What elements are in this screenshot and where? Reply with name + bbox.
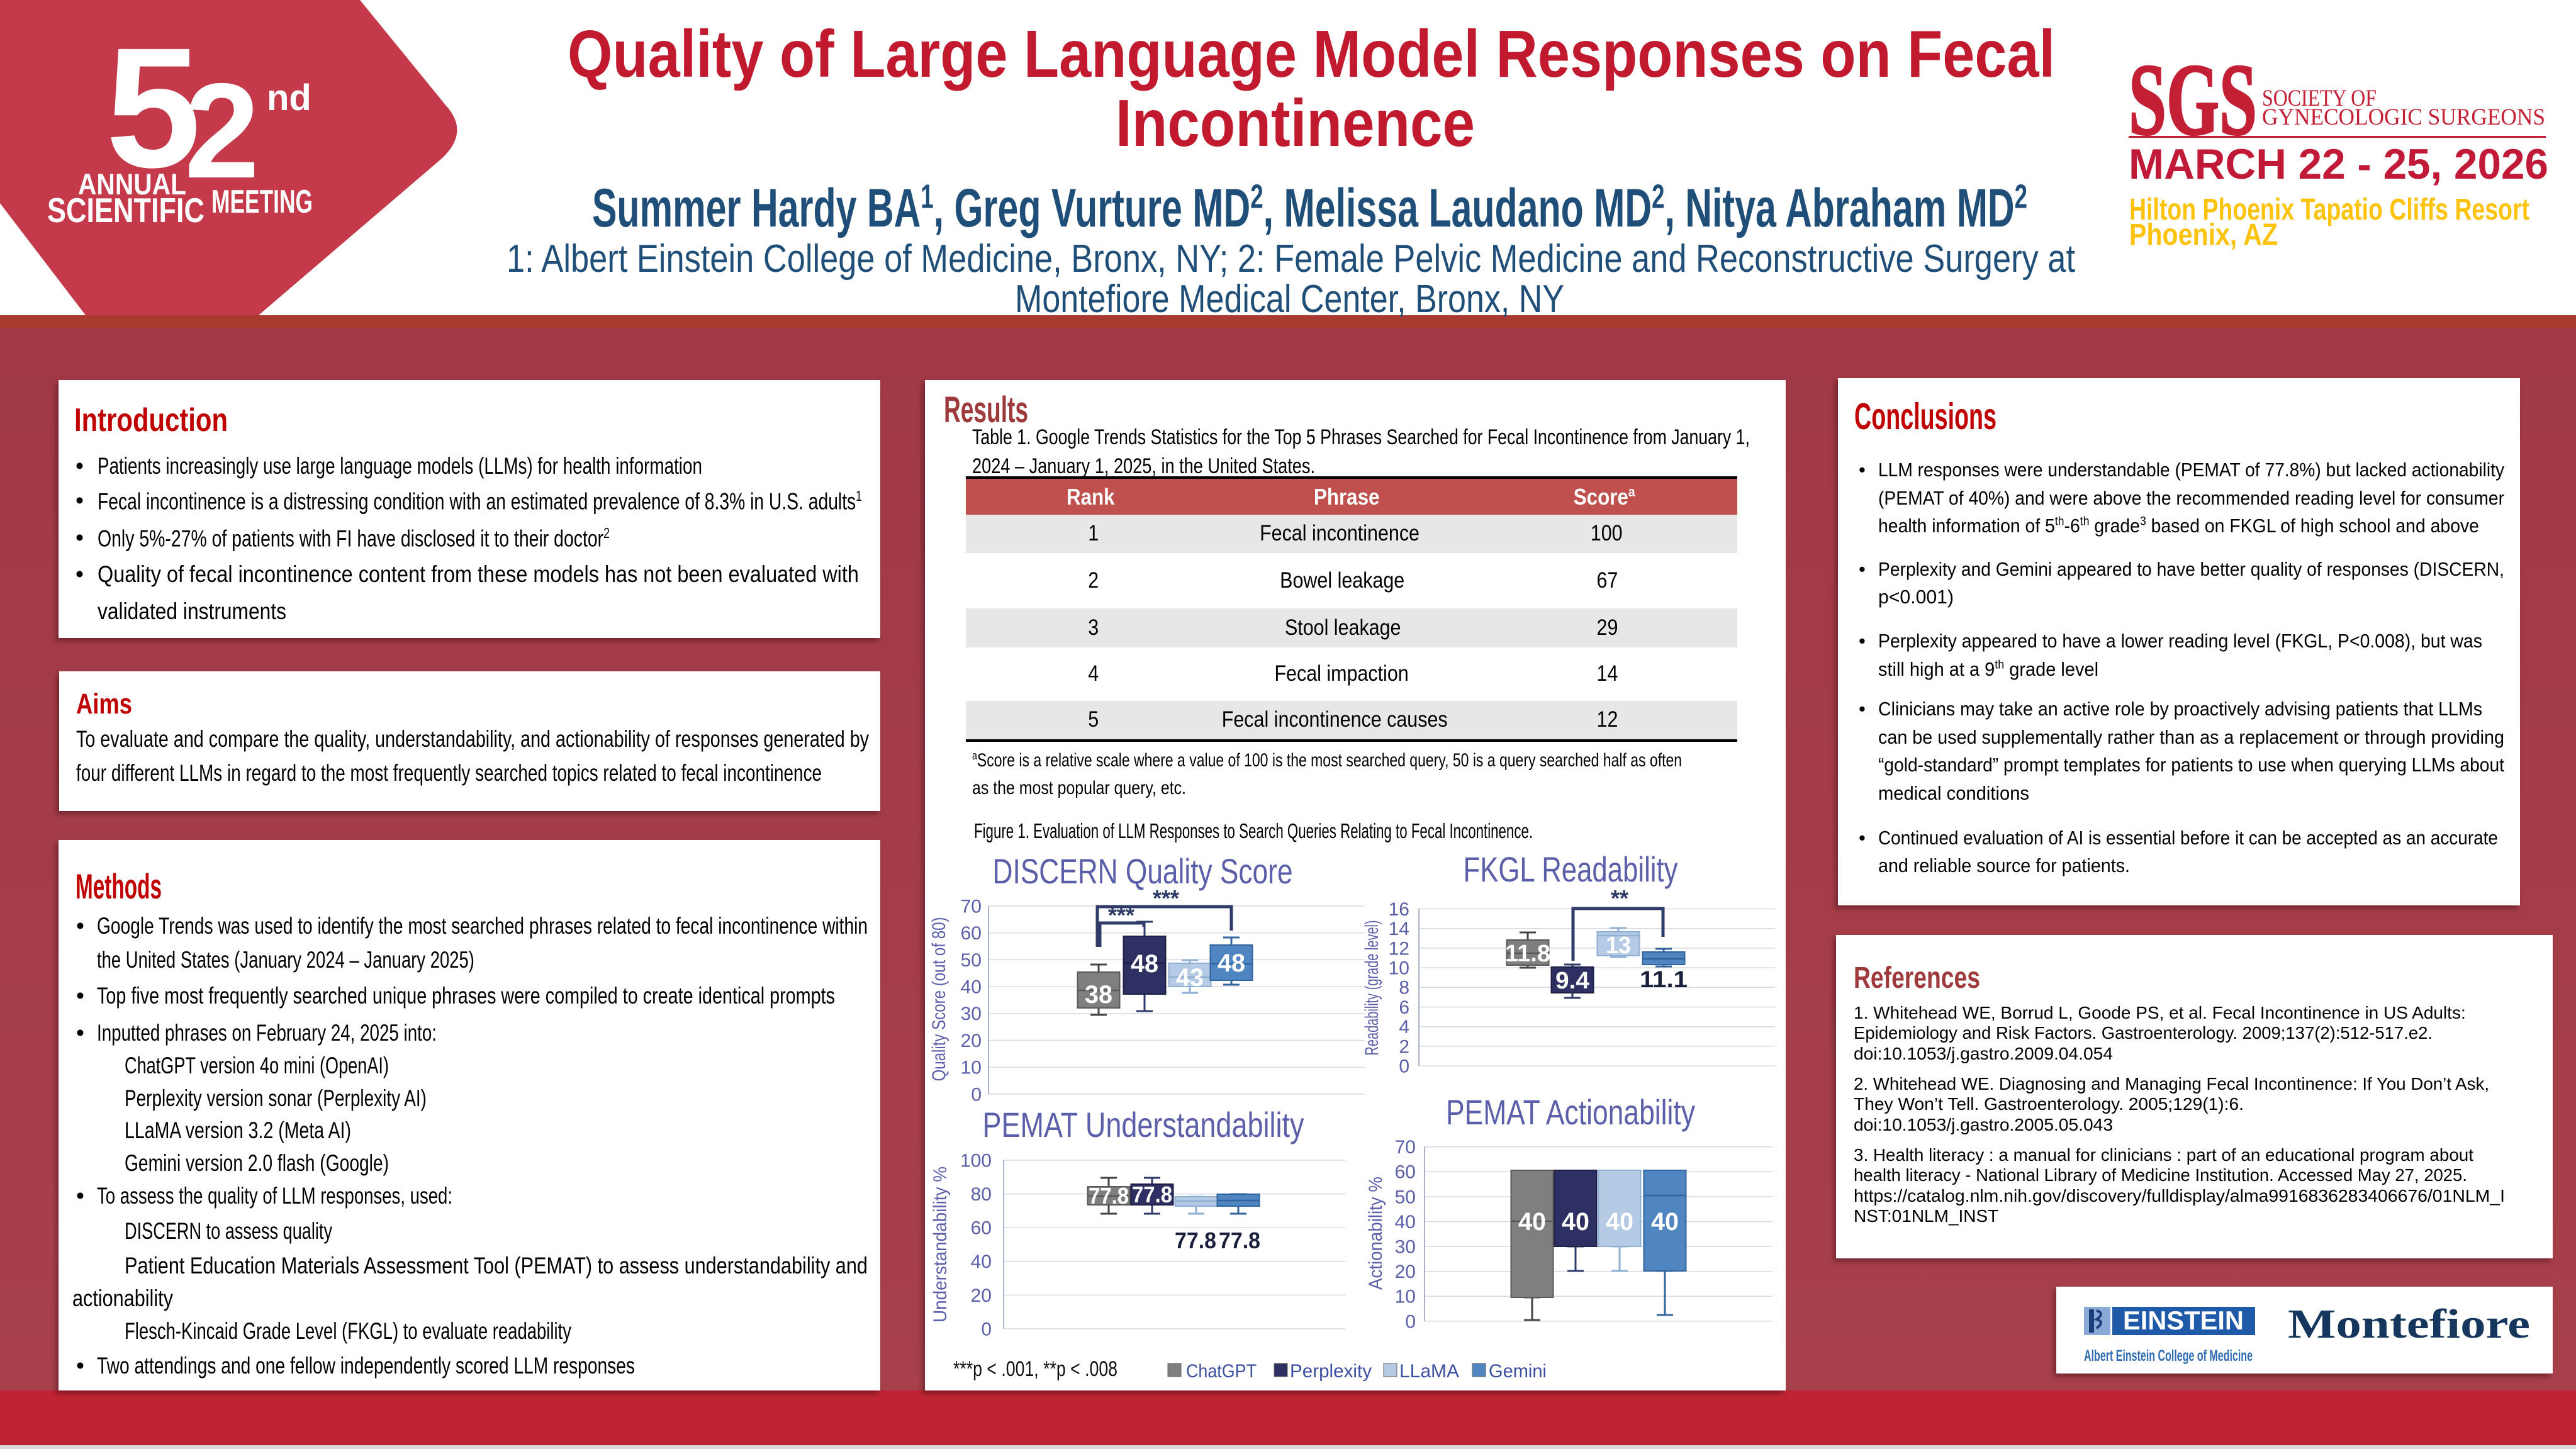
svg-text:40: 40 xyxy=(1518,1208,1546,1236)
svg-text:100: 100 xyxy=(960,1150,992,1171)
svg-text:4: 4 xyxy=(1399,1017,1409,1038)
svg-text:60: 60 xyxy=(1395,1162,1416,1183)
svg-text:20: 20 xyxy=(1395,1262,1416,1282)
svg-text:***: *** xyxy=(1153,885,1179,911)
svg-text:0: 0 xyxy=(1405,1311,1416,1332)
svg-text:20: 20 xyxy=(971,1285,992,1306)
svg-text:77.8: 77.8 xyxy=(1132,1182,1172,1207)
svg-text:***p < .001, **p < .008: ***p < .001, **p < .008 xyxy=(953,1357,1117,1381)
svg-text:43: 43 xyxy=(1176,964,1204,992)
svg-text:38: 38 xyxy=(1085,981,1112,1009)
svg-text:40: 40 xyxy=(1606,1208,1633,1236)
svg-text:FKGL Readability: FKGL Readability xyxy=(1464,853,1678,889)
svg-text:77.8: 77.8 xyxy=(1175,1228,1216,1253)
svg-text:80: 80 xyxy=(971,1184,992,1205)
svg-text:20: 20 xyxy=(961,1031,982,1051)
svg-text:8: 8 xyxy=(1399,978,1409,999)
svg-text:40: 40 xyxy=(961,977,982,998)
svg-text:40: 40 xyxy=(971,1251,992,1272)
svg-text:50: 50 xyxy=(1395,1187,1416,1207)
svg-text:Actionability %: Actionability % xyxy=(1365,1177,1386,1290)
svg-text:10: 10 xyxy=(961,1058,982,1078)
svg-text:9.4: 9.4 xyxy=(1555,968,1589,994)
svg-text:6: 6 xyxy=(1399,997,1409,1018)
svg-text:60: 60 xyxy=(961,923,982,944)
svg-text:40: 40 xyxy=(1395,1212,1416,1233)
svg-text:48: 48 xyxy=(1131,950,1158,978)
svg-text:Perplexity: Perplexity xyxy=(1290,1361,1372,1382)
svg-text:12: 12 xyxy=(1389,938,1409,959)
svg-text:11.8: 11.8 xyxy=(1505,941,1550,967)
svg-text:**: ** xyxy=(1611,885,1628,911)
svg-text:77.8: 77.8 xyxy=(1089,1183,1129,1209)
svg-text:***: *** xyxy=(1108,902,1134,928)
svg-text:Understandability %: Understandability % xyxy=(930,1166,951,1323)
svg-text:ChatGPT: ChatGPT xyxy=(1186,1361,1257,1382)
svg-text:48: 48 xyxy=(1218,949,1245,977)
svg-text:0: 0 xyxy=(1399,1056,1409,1077)
svg-text:LLaMA: LLaMA xyxy=(1399,1361,1459,1382)
svg-text:30: 30 xyxy=(1395,1237,1416,1258)
svg-text:50: 50 xyxy=(961,950,982,971)
svg-text:40: 40 xyxy=(1562,1208,1589,1236)
svg-text:PEMAT Understandability: PEMAT Understandability xyxy=(983,1105,1304,1144)
svg-text:30: 30 xyxy=(961,1004,982,1024)
svg-text:16: 16 xyxy=(1389,899,1409,920)
svg-text:10: 10 xyxy=(1395,1287,1416,1307)
svg-text:60: 60 xyxy=(971,1218,992,1239)
svg-text:Gemini: Gemini xyxy=(1489,1361,1547,1382)
svg-text:13: 13 xyxy=(1606,932,1631,959)
svg-text:70: 70 xyxy=(1395,1137,1416,1158)
svg-text:Quality Score (out of 80): Quality Score (out of 80) xyxy=(929,917,949,1082)
svg-text:PEMAT Actionability: PEMAT Actionability xyxy=(1446,1092,1695,1132)
svg-text:11.1: 11.1 xyxy=(1640,966,1688,992)
svg-text:70: 70 xyxy=(961,896,982,917)
svg-text:10: 10 xyxy=(1389,958,1409,979)
svg-text:0: 0 xyxy=(981,1319,992,1340)
svg-text:14: 14 xyxy=(1389,919,1409,939)
svg-text:Readability (grade level): Readability (grade level) xyxy=(1362,920,1382,1056)
svg-text:0: 0 xyxy=(971,1084,982,1105)
svg-text:2: 2 xyxy=(1399,1036,1409,1057)
svg-text:40: 40 xyxy=(1651,1208,1679,1236)
svg-text:77.8: 77.8 xyxy=(1219,1228,1260,1253)
svg-text:DISCERN Quality Score: DISCERN Quality Score xyxy=(993,853,1293,891)
